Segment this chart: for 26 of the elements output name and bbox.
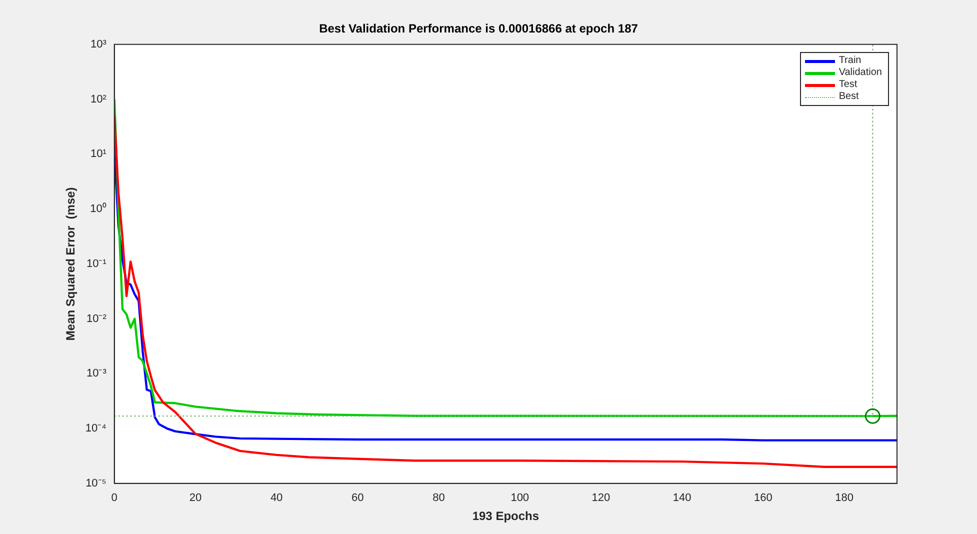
- x-tick-label: 160: [754, 492, 772, 504]
- y-tick-label: 10⁻¹: [86, 258, 107, 270]
- y-tick-label: 10⁰: [90, 202, 106, 216]
- legend-label: Train: [838, 55, 862, 68]
- x-tick-label: 120: [592, 492, 610, 504]
- y-tick-label: 10⁻⁵: [86, 477, 106, 490]
- x-tick-label: 80: [432, 492, 445, 504]
- y-tick-label: 10⁻³: [86, 368, 107, 380]
- chart-title: Best Validation Performance is 0.00016866 at epoch 187: [319, 22, 638, 36]
- x-tick-label: 60: [352, 492, 364, 504]
- x-axis-title: 193 Epochs: [472, 509, 540, 524]
- x-tick-label: 0: [111, 492, 118, 504]
- legend-label: Best: [838, 91, 859, 104]
- legend-label: Test: [838, 79, 858, 92]
- y-tick-label: 10¹: [90, 148, 107, 160]
- y-tick-label: 10⁻⁴: [85, 422, 107, 435]
- y-tick-label: 10⁻²: [86, 312, 107, 325]
- x-tick-label: 20: [189, 492, 202, 504]
- x-tick-label: 100: [510, 492, 530, 504]
- x-tick-label: 40: [270, 492, 283, 504]
- y-axis-title: Mean Squared Error (mse): [64, 187, 78, 341]
- x-tick-label: 140: [672, 492, 692, 504]
- x-tick-label: 180: [835, 492, 854, 504]
- legend-label: Validation: [838, 67, 882, 80]
- y-tick-label: 10³: [90, 38, 107, 50]
- y-tick-label: 10²: [90, 93, 107, 106]
